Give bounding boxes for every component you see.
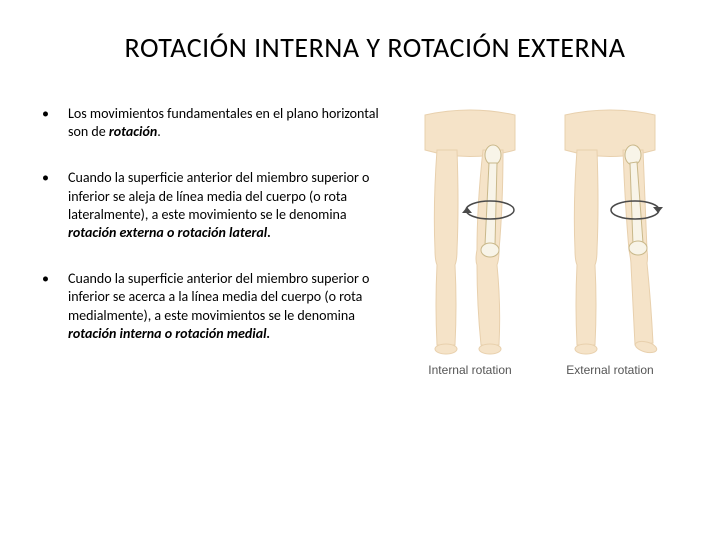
bullet-item: Los movimientos fundamentales en el plan… — [40, 105, 380, 141]
bullet-list: Los movimientos fundamentales en el plan… — [40, 105, 380, 343]
figure-external: External rotation — [545, 105, 675, 377]
bullet-text-em: rotación externa o rotación lateral. — [68, 224, 271, 241]
text-column: Los movimientos fundamentales en el plan… — [40, 105, 380, 377]
caption-internal: Internal rotation — [428, 363, 511, 377]
slide: ROTACIÓN INTERNA Y ROTACIÓN EXTERNA Los … — [0, 0, 720, 540]
bullet-text-em: rotación — [109, 123, 157, 140]
content-row: Los movimientos fundamentales en el plan… — [40, 105, 680, 377]
slide-title: ROTACIÓN INTERNA Y ROTACIÓN EXTERNA — [90, 30, 660, 65]
image-column: Internal rotation — [400, 105, 680, 377]
caption-external: External rotation — [566, 363, 653, 377]
figure-internal: Internal rotation — [405, 105, 535, 377]
bullet-text-pre: Cuando la superficie anterior del miembr… — [68, 169, 369, 222]
bullet-text-pre: Cuando la superficie anterior del miembr… — [68, 270, 369, 323]
leg-external-icon — [545, 105, 675, 355]
leg-internal-icon — [405, 105, 535, 355]
bullet-text-post: . — [157, 123, 161, 140]
bullet-item: Cuando la superficie anterior del miembr… — [40, 169, 380, 242]
bullet-item: Cuando la superficie anterior del miembr… — [40, 270, 380, 343]
bullet-text-em: rotación interna o rotación medial. — [68, 325, 270, 342]
